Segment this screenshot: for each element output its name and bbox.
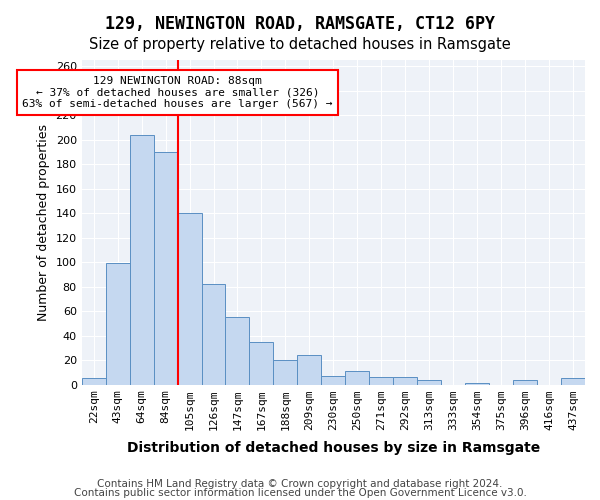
Text: Contains public sector information licensed under the Open Government Licence v3: Contains public sector information licen… [74,488,526,498]
Bar [226,317,250,384]
Bar [417,380,441,384]
Text: Contains HM Land Registry data © Crown copyright and database right 2024.: Contains HM Land Registry data © Crown c… [97,479,503,489]
Bar [561,378,585,384]
Text: 129 NEWINGTON ROAD: 88sqm
← 37% of detached houses are smaller (326)
63% of semi: 129 NEWINGTON ROAD: 88sqm ← 37% of detac… [22,76,333,109]
Bar [322,376,346,384]
Bar [274,360,298,384]
Bar [346,371,369,384]
Bar [130,134,154,384]
Bar [154,152,178,384]
Text: 129, NEWINGTON ROAD, RAMSGATE, CT12 6PY: 129, NEWINGTON ROAD, RAMSGATE, CT12 6PY [105,15,495,33]
Bar [82,378,106,384]
X-axis label: Distribution of detached houses by size in Ramsgate: Distribution of detached houses by size … [127,441,540,455]
Bar [393,377,417,384]
Bar [106,264,130,384]
Bar [369,377,393,384]
Y-axis label: Number of detached properties: Number of detached properties [37,124,50,321]
Bar [513,380,537,384]
Text: Size of property relative to detached houses in Ramsgate: Size of property relative to detached ho… [89,38,511,52]
Bar [250,342,274,384]
Bar [298,355,322,384]
Bar [202,284,226,384]
Bar [178,213,202,384]
